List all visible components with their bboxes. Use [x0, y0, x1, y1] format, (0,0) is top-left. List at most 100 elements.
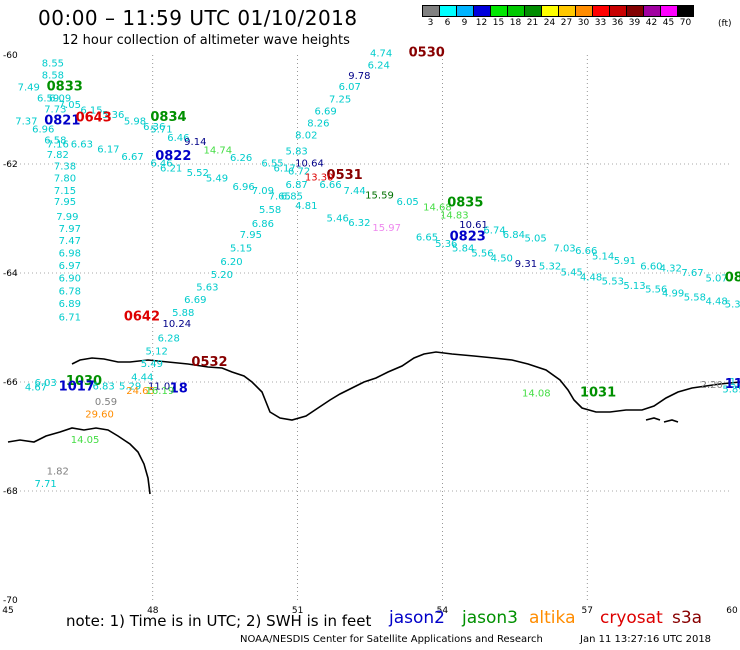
wave-height-value: 5.56	[471, 248, 493, 259]
wave-height-value: 10.61	[459, 220, 488, 231]
wave-height-value: 10.64	[295, 158, 324, 169]
lon-tick-label: 48	[147, 606, 159, 616]
scale-swatch	[575, 5, 592, 17]
lat-tick-label: -62	[3, 160, 18, 170]
wave-height-value: 7.15	[54, 186, 76, 197]
wave-height-value: 7.97	[59, 224, 81, 235]
wave-height-value: 6.03	[35, 378, 57, 389]
wave-height-value: 5.56	[645, 284, 667, 295]
wave-height-value: 6.15	[80, 106, 102, 117]
lat-tick-label: -70	[3, 596, 18, 606]
wave-height-value: 7.67	[681, 268, 703, 279]
wave-height-value: 7.80	[54, 174, 76, 185]
wave-height-value: 15.59	[365, 191, 394, 202]
wave-height-value: 5.52	[187, 168, 209, 179]
color-scale-legend: 3 6 9 12 15 18 21 24 27 30 33 36 39 42 45 70 (ft)	[422, 5, 732, 29]
color-scale-labels: 3 6 9 12 15 18 21 24 27 30 33 36 39 42 45 70	[422, 17, 694, 29]
legend-jason3: jason3	[462, 608, 518, 628]
wave-height-value: 6.69	[314, 107, 336, 118]
wave-height-value: 6.74	[483, 225, 505, 236]
pass-time-label: 1031	[580, 385, 616, 400]
wave-height-value: 6.72	[288, 167, 310, 178]
coastline	[7, 351, 740, 495]
wave-height-value: 14.05	[71, 435, 100, 446]
wave-height-value: 6.20	[220, 257, 242, 268]
map-grid: 45 48 51 54 57 60 -60 -62 -64 -66 -68 -70	[2, 51, 738, 616]
wave-height-value: 5.83	[286, 146, 308, 157]
scale-swatch	[490, 5, 507, 17]
lat-tick-label: -64	[3, 269, 18, 279]
wave-height-value: 5.29	[119, 381, 141, 392]
wave-height-value: 5.46	[327, 213, 349, 224]
wave-height-value: 5.49	[141, 359, 163, 370]
wave-height-value: 6.97	[59, 261, 81, 272]
wave-height-value: 5.84	[452, 243, 474, 254]
wave-height-value: 9.14	[184, 137, 206, 148]
scale-swatch	[439, 5, 456, 17]
wave-height-value: 7.82	[47, 150, 69, 161]
scale-swatch	[456, 5, 473, 17]
wave-height-value: 5.12	[146, 346, 168, 357]
wave-height-value: 6.84	[503, 230, 525, 241]
scale-swatch	[524, 5, 541, 17]
wave-height-value: 14.83	[440, 211, 469, 222]
wave-height-value: 4.74	[370, 48, 392, 59]
wave-height-value: 7.44	[343, 186, 365, 197]
wave-height-value: 6.85	[281, 192, 303, 203]
wave-height-value: 7.16	[47, 139, 69, 150]
pass-time-label: 1017	[59, 379, 95, 394]
wave-height-value: 10.24	[162, 319, 191, 330]
wave-height-value: 7.25	[329, 95, 351, 106]
wave-height-value: 5.15	[230, 243, 252, 254]
wave-height-value: 6.63	[71, 139, 93, 150]
wave-height-value: 6.71	[59, 313, 81, 324]
wave-height-value: 5.58	[259, 205, 281, 216]
wave-height-value: 6.32	[348, 218, 370, 229]
wave-height-value: 11.07	[148, 381, 177, 392]
scale-label: 21	[526, 18, 539, 28]
wave-height-value: 5.91	[614, 256, 636, 267]
wave-height-value: 7.47	[59, 236, 81, 247]
pass-time-label: 0822	[155, 149, 191, 164]
wave-height-value: 4.44	[131, 373, 153, 384]
lon-tick-label: 54	[437, 606, 449, 616]
scale-label: 33	[594, 18, 607, 28]
wave-height-value: 5.14	[592, 252, 614, 263]
wave-height-value: 29.60	[85, 410, 114, 421]
pass-time-label: 18	[170, 382, 188, 397]
lon-tick-label: 45	[2, 606, 13, 616]
scale-label: 45	[662, 18, 675, 28]
scale-swatch	[558, 5, 575, 17]
scale-label: 15	[492, 18, 505, 28]
scale-swatch	[422, 5, 439, 17]
wave-height-value: 5.49	[206, 174, 228, 185]
wave-height-value: 6.67	[121, 152, 143, 163]
wave-height-value: 6.05	[397, 197, 419, 208]
wave-height-value: 6.98	[59, 248, 81, 259]
pass-time-label: 0823	[450, 229, 486, 244]
wave-height-value: 6.09	[49, 94, 71, 105]
wave-height-value: 5.71	[150, 125, 172, 136]
wave-height-value: 9.78	[348, 71, 370, 82]
wave-height-value: 5.32	[539, 261, 561, 272]
scale-swatch	[592, 5, 609, 17]
legend-s3a: s3a	[672, 608, 703, 628]
pass-time-label: 0642	[124, 310, 160, 325]
pass-time-label: 08	[725, 270, 740, 285]
wave-height-value: 6.46	[167, 133, 189, 144]
wave-height-value: 5.53	[602, 277, 624, 288]
wave-height-value: 6.87	[286, 180, 308, 191]
wave-height-value: 1.82	[47, 466, 69, 477]
wave-height-value: 6.60	[640, 261, 662, 272]
scale-label: 6	[444, 18, 451, 28]
legend-altika: altika	[529, 608, 576, 628]
wave-height-value: 24.65	[126, 386, 155, 397]
wave-height-value: 6.89	[59, 299, 81, 310]
pass-time-label: 0833	[47, 80, 83, 95]
wave-height-value: 5.20	[211, 270, 233, 281]
wave-height-value: 6.46	[150, 158, 172, 169]
wave-height-value: 6.66	[575, 246, 597, 257]
coast-island-2	[663, 419, 679, 423]
wave-height-value: 5.58	[684, 292, 706, 303]
